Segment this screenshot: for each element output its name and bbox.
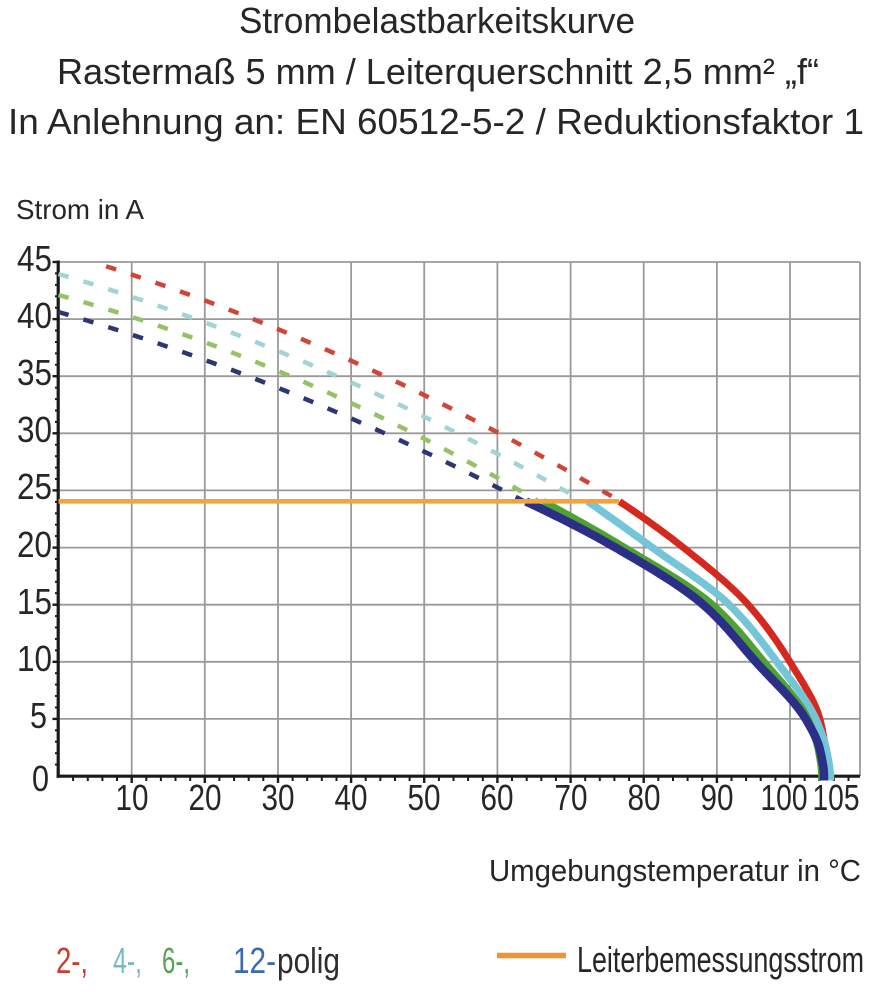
svg-text:30: 30	[262, 777, 295, 818]
svg-text:40: 40	[17, 295, 52, 336]
svg-text:105: 105	[813, 777, 860, 818]
svg-text:20: 20	[189, 777, 222, 818]
svg-text:100: 100	[761, 777, 808, 818]
svg-text:0: 0	[32, 758, 49, 799]
svg-text:In Anlehnung an: EN 60512-5-2: In Anlehnung an: EN 60512-5-2 / Reduktio…	[8, 101, 864, 142]
svg-text:80: 80	[628, 777, 661, 818]
svg-text:12-: 12-	[233, 940, 276, 981]
svg-text:Strombelastbarkeitskurve: Strombelastbarkeitskurve	[239, 0, 635, 41]
svg-text:15: 15	[17, 581, 52, 622]
svg-text:Rastermaß 5 mm / Leiterquersch: Rastermaß 5 mm / Leiterquerschnitt 2,5 m…	[57, 51, 819, 92]
svg-text:6-,: 6-,	[162, 940, 190, 981]
svg-text:70: 70	[555, 777, 588, 818]
svg-text:25: 25	[17, 466, 52, 507]
svg-text:60: 60	[481, 777, 514, 818]
svg-text:90: 90	[701, 777, 734, 818]
svg-text:40: 40	[335, 777, 368, 818]
svg-text:5: 5	[30, 695, 47, 736]
svg-text:50: 50	[408, 777, 441, 818]
svg-text:45: 45	[17, 238, 52, 279]
svg-text:2-,: 2-,	[56, 940, 88, 981]
svg-text:35: 35	[17, 352, 52, 393]
svg-text:polig: polig	[277, 940, 340, 981]
svg-text:Strom in A: Strom in A	[16, 194, 144, 225]
svg-text:10: 10	[17, 638, 52, 679]
svg-text:Leiterbemessungsstrom: Leiterbemessungsstrom	[577, 939, 864, 980]
svg-text:30: 30	[17, 409, 52, 450]
svg-text:Umgebungstemperatur in °C: Umgebungstemperatur in °C	[489, 853, 861, 888]
svg-text:4-,: 4-,	[113, 940, 142, 981]
svg-text:20: 20	[17, 524, 52, 565]
svg-text:10: 10	[116, 777, 149, 818]
